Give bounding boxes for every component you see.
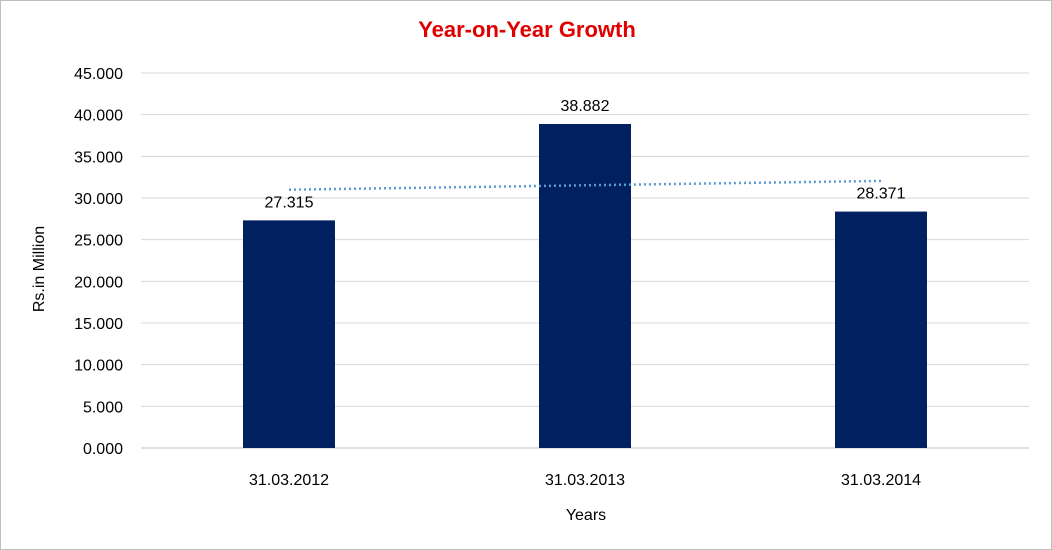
bar: [243, 220, 335, 448]
y-tick-label: 35.000: [74, 149, 123, 166]
y-tick-label: 10.000: [74, 358, 123, 375]
data-label: 27.315: [265, 194, 314, 211]
x-tick-label: 31.03.2013: [545, 472, 625, 489]
y-tick-label: 20.000: [74, 274, 123, 291]
x-tick-label: 31.03.2012: [249, 472, 329, 489]
bar: [835, 211, 927, 448]
y-tick-label: 25.000: [74, 233, 123, 250]
trendline: [288, 179, 882, 191]
x-axis-label: Years: [565, 507, 607, 524]
y-tick-label: 45.000: [74, 66, 123, 83]
y-tick-label: 30.000: [74, 191, 123, 208]
x-tick-label: 31.03.2014: [841, 472, 921, 489]
bar: [539, 123, 631, 448]
y-tick-label: 40.000: [74, 108, 123, 125]
y-tick-label: 5.000: [83, 399, 123, 416]
data-label: 28.371: [857, 186, 906, 203]
data-label: 38.882: [561, 98, 610, 115]
y-tick-label: 15.000: [74, 316, 123, 333]
y-tick-label: 0.000: [83, 441, 123, 458]
chart-title: Year-on-Year Growth: [418, 17, 636, 42]
